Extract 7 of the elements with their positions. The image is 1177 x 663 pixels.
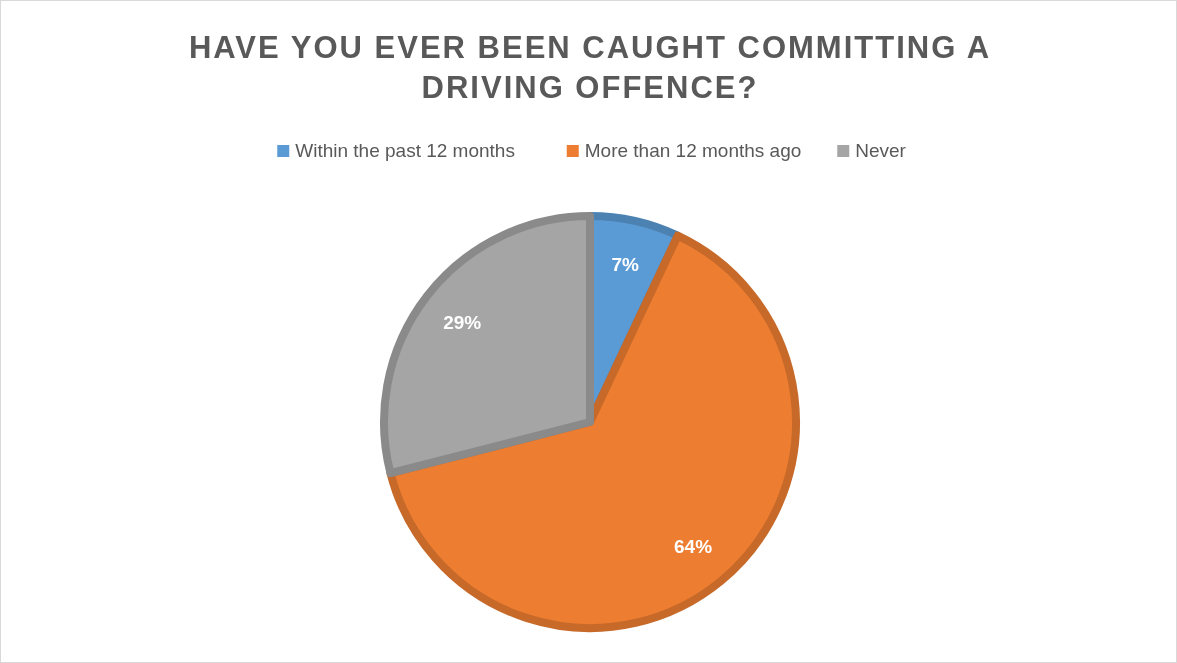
- data-label: 29%: [443, 312, 482, 334]
- chart-title: HAVE YOU EVER BEEN CAUGHT COMMITTING A DRIVING OFFENCE?: [188, 30, 992, 105]
- data-label: 7%: [611, 253, 640, 275]
- legend-label: Within the past 12 months: [295, 140, 515, 161]
- data-label: 64%: [674, 536, 713, 558]
- legend-label: More than 12 months ago: [584, 140, 802, 161]
- legend-label: Never: [855, 140, 907, 161]
